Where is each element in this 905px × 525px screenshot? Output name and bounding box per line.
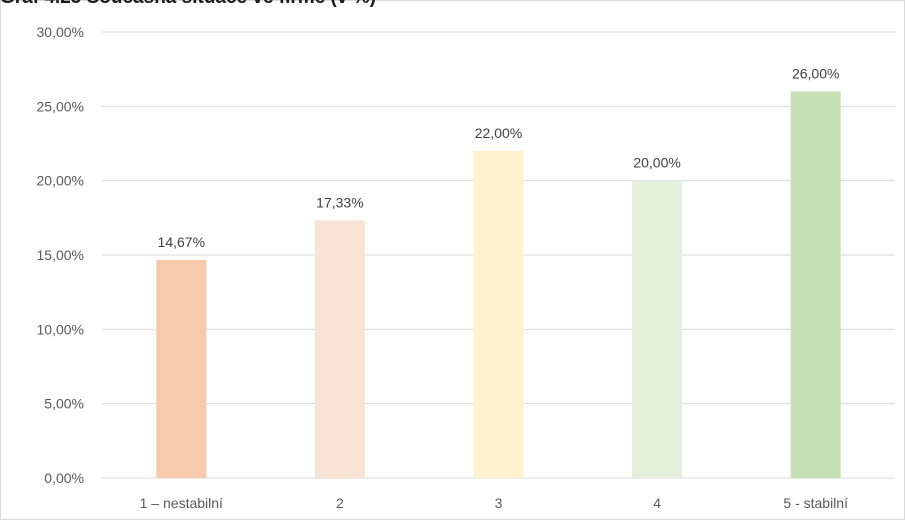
category-label: 2 <box>336 495 344 511</box>
y-tick-label: 15,00% <box>37 247 84 263</box>
data-label: 17,33% <box>316 194 363 210</box>
data-label: 22,00% <box>475 125 522 141</box>
bars <box>156 91 841 479</box>
data-label: 14,67% <box>158 234 205 250</box>
bar <box>473 150 524 478</box>
bar <box>314 220 365 479</box>
category-label: 5 - stabilní <box>783 495 848 511</box>
category-label: 1 – nestabilní <box>140 495 223 511</box>
data-label: 26,00% <box>792 65 839 81</box>
y-tick-label: 0,00% <box>44 470 84 486</box>
y-tick-label: 20,00% <box>37 173 84 189</box>
category-label: 4 <box>653 495 661 511</box>
y-tick-label: 30,00% <box>37 24 84 40</box>
category-label: 3 <box>495 495 503 511</box>
bar <box>156 259 207 478</box>
y-tick-label: 5,00% <box>44 396 84 412</box>
bar <box>790 91 841 478</box>
labels: 0,00% 5,00% 10,00% 15,00% 20,00% 25,00% 30,00%… <box>37 24 849 511</box>
data-label: 20,00% <box>633 155 680 171</box>
chart-title: Graf 4.25 Současná situace ve firmě (v %… <box>0 0 376 9</box>
y-tick-label: 25,00% <box>37 98 84 114</box>
bar <box>632 180 683 478</box>
y-tick-label: 10,00% <box>37 321 84 337</box>
